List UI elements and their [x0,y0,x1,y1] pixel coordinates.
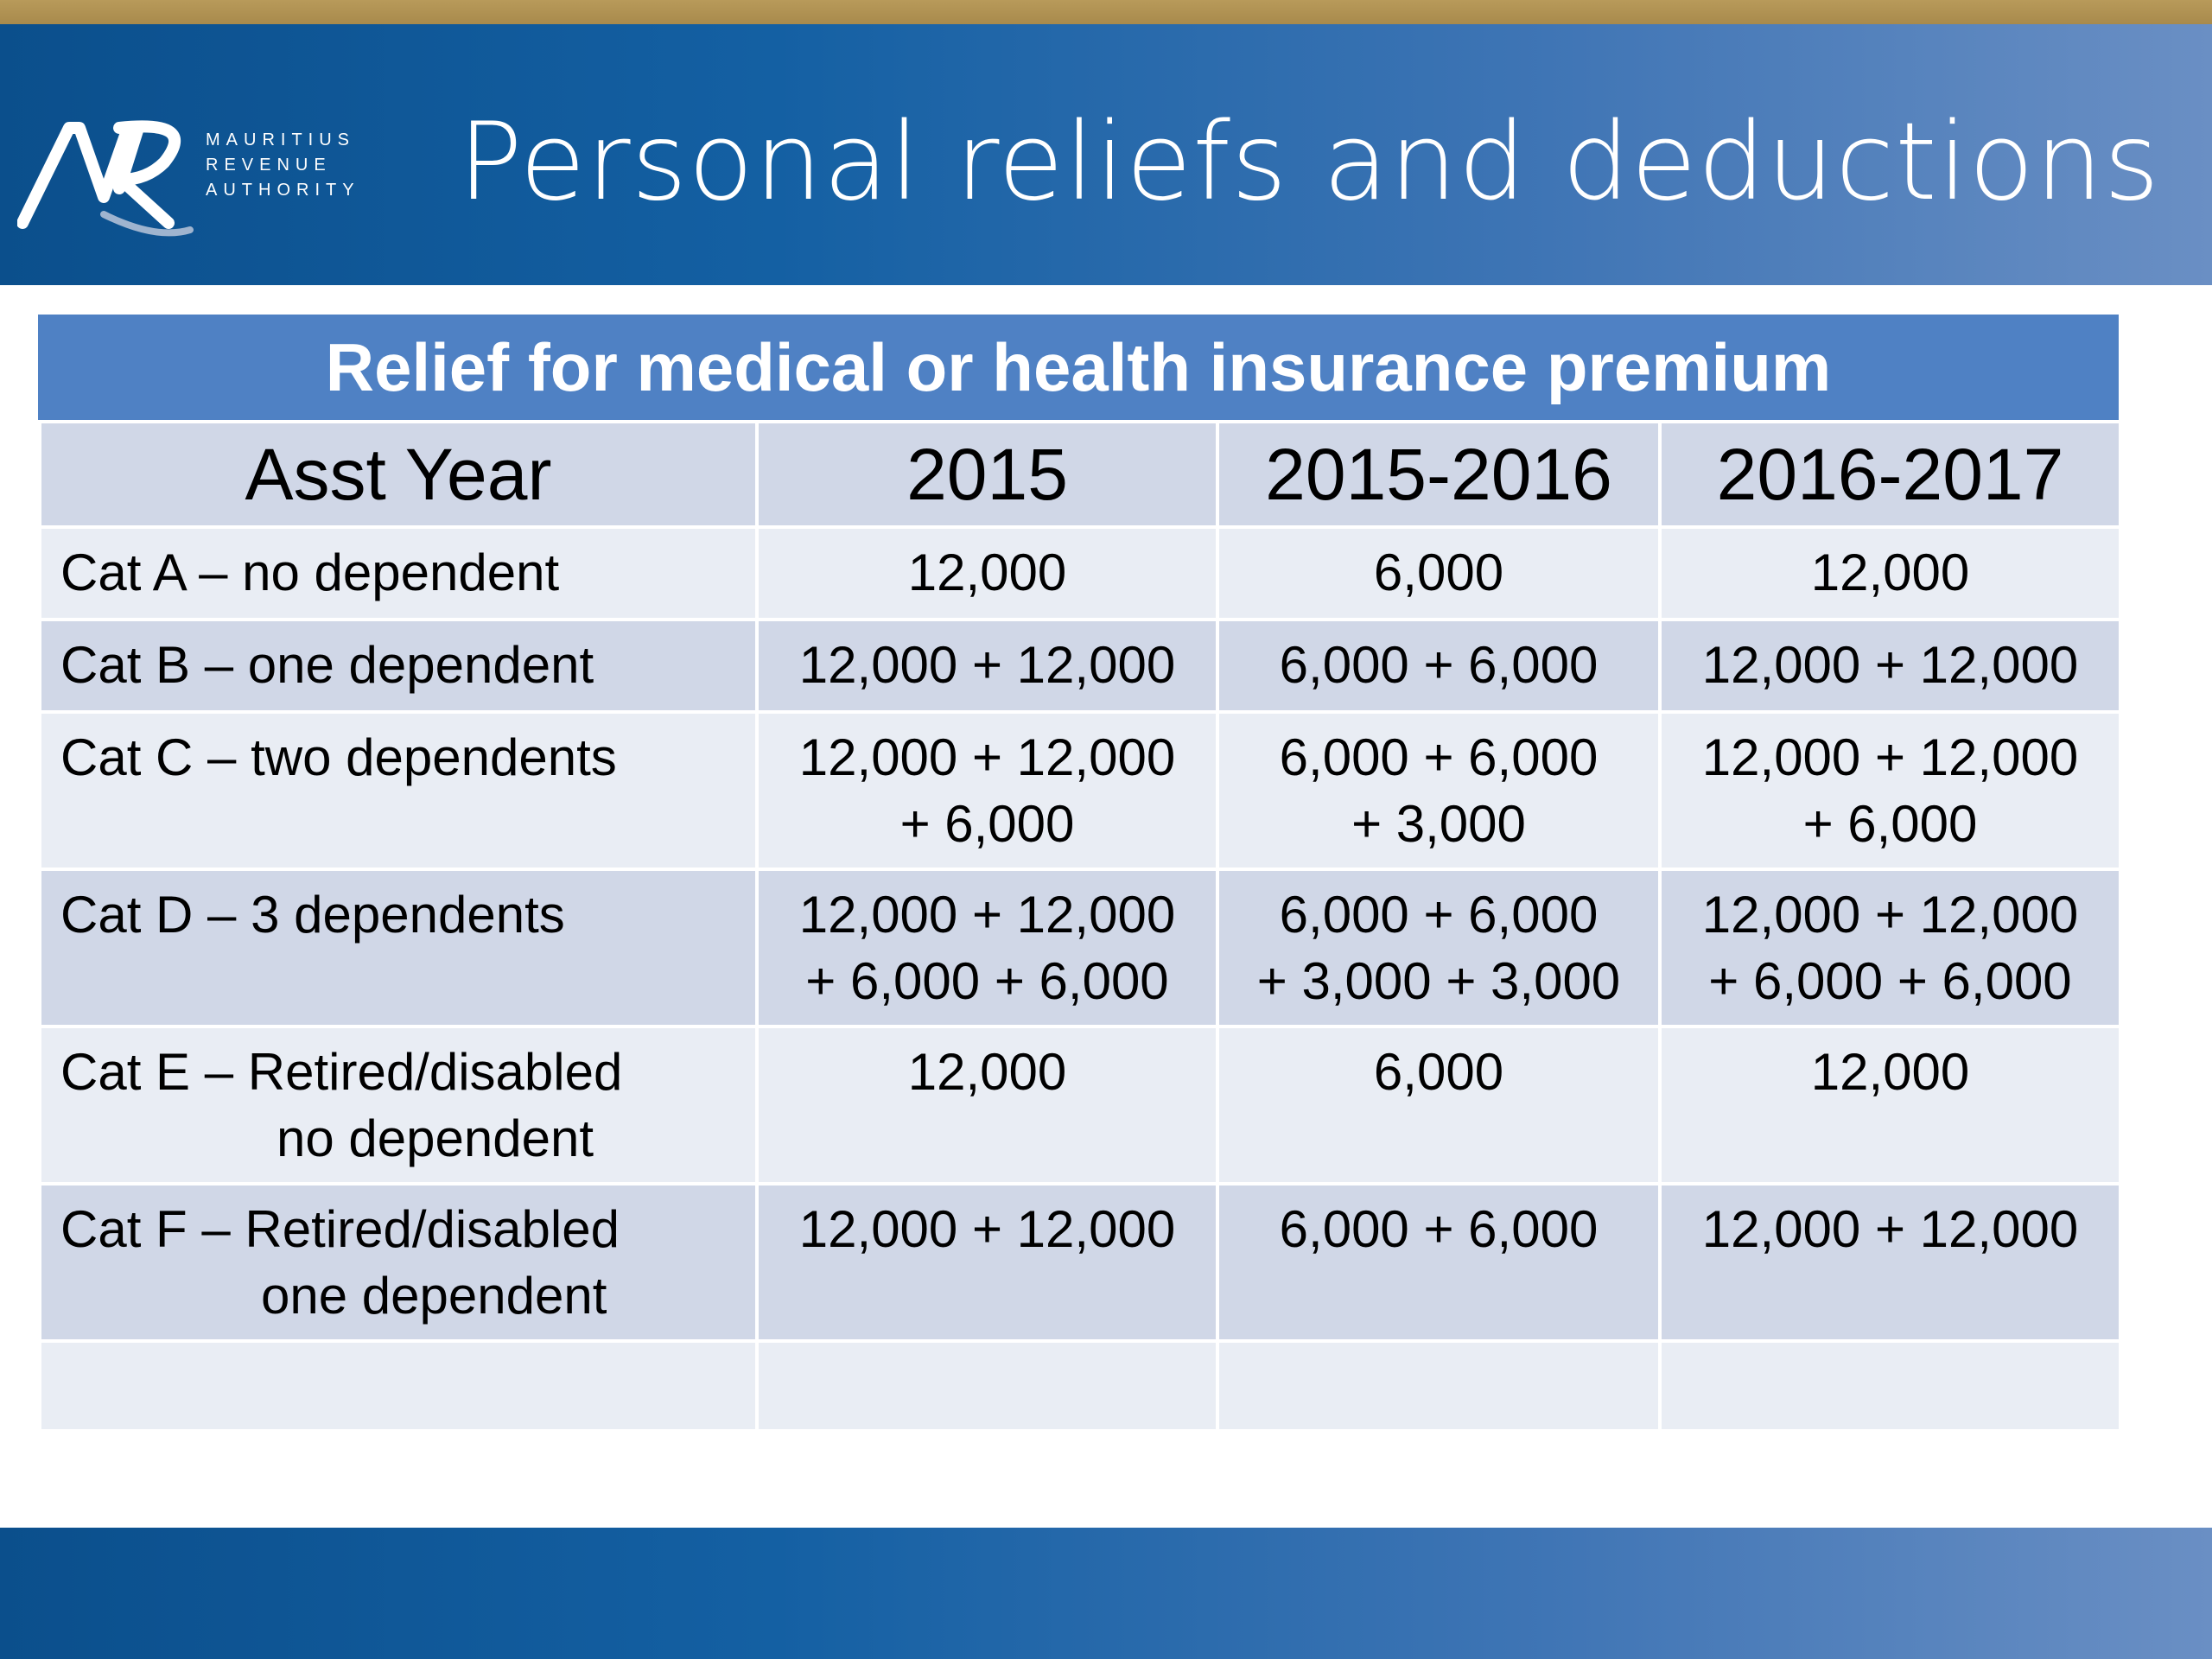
row-label-text: Cat F – Retired/disabled [60,1200,620,1258]
row-label-text: Cat C – two dependents [60,728,617,786]
slide-footer-bar [0,1528,2212,1659]
table-row-cat-b: Cat B – one dependent 12,000 + 12,000 6,… [38,618,2122,714]
cell-line: + 3,000 + 3,000 [1256,952,1621,1010]
table-cell: 12,000 + 12,000 + 6,000 + 6,000 [755,868,1219,1028]
cell-line: 12,000 + 12,000 [1701,728,2079,786]
row-label: Cat C – two dependents [38,710,759,871]
row-label: Cat D – 3 dependents [38,868,759,1028]
cell-line: 6,000 + 6,000 [1279,1200,1599,1258]
table-cell [755,1339,1219,1433]
row-label: Cat A – no dependent [38,525,759,621]
row-label [38,1339,759,1433]
table-cell: 12,000 + 12,000 [755,618,1219,714]
row-label-text: Cat A – no dependent [60,543,560,601]
table-cell: 12,000 [1658,1025,2122,1185]
cell-line: 6,000 + 6,000 [1279,886,1599,944]
cell-line: + 6,000 [1802,795,1978,853]
table-cell: 6,000 [1216,525,1662,621]
cell-line: 12,000 + 12,000 [798,886,1176,944]
cell-line: 6,000 + 6,000 [1279,728,1599,786]
table-cell: 12,000 + 12,000 + 6,000 + 6,000 [1658,868,2122,1028]
cell-line: 6,000 [1373,1043,1504,1101]
table-row-cat-d: Cat D – 3 dependents 12,000 + 12,000 + 6,… [38,868,2122,1028]
table-row-empty [38,1339,2122,1433]
column-header-2016-2017: 2016-2017 [1658,420,2122,529]
row-label: Cat B – one dependent [38,618,759,714]
table-row-cat-a: Cat A – no dependent 12,000 6,000 12,000 [38,525,2122,621]
cell-line: 12,000 [907,543,1067,601]
cell-line: 12,000 [1810,1043,1970,1101]
cell-line: + 3,000 [1351,795,1526,853]
logo-line-1: MAURITIUS [206,130,355,149]
table-cell: 12,000 + 12,000 + 6,000 [755,710,1219,871]
column-header-2015-2016: 2015-2016 [1216,420,1662,529]
cell-line: 12,000 + 12,000 [798,636,1176,694]
cell-line: + 6,000 + 6,000 [1708,952,2072,1010]
row-label-text: Cat E – Retired/disabled [60,1043,623,1101]
table-cell: 6,000 + 6,000 [1216,1182,1662,1343]
logo-wordmark: MAURITIUS REVENUE AUTHORITY [206,128,360,203]
table-row-cat-f: Cat F – Retired/disabled one dependent 12… [38,1182,2122,1343]
mra-logo: MAURITIUS REVENUE AUTHORITY [16,93,354,249]
cell-line: 12,000 [907,1043,1067,1101]
logo-line-2: REVENUE [206,156,332,175]
slide-header: MAURITIUS REVENUE AUTHORITY Personal rel… [0,24,2212,285]
table-cell: 6,000 + 6,000 + 3,000 + 3,000 [1216,868,1662,1028]
cell-line: 12,000 + 12,000 [798,1200,1176,1258]
row-label: Cat E – Retired/disabled no dependent [38,1025,759,1185]
table-cell: 12,000 [755,525,1219,621]
table-row-cat-c: Cat C – two dependents 12,000 + 12,000 + … [38,710,2122,871]
cell-line: 12,000 + 12,000 [798,728,1176,786]
row-label-text: one dependent [261,1267,607,1325]
cell-line: + 6,000 [899,795,1075,853]
table-cell: 6,000 [1216,1025,1662,1185]
column-header-2015: 2015 [755,420,1219,529]
table-cell: 12,000 + 12,000 [755,1182,1219,1343]
cell-line: 6,000 + 6,000 [1279,636,1599,694]
row-label-text: no dependent [276,1109,594,1167]
table-row-cat-e: Cat E – Retired/disabled no dependent 12,… [38,1025,2122,1185]
cell-line: 12,000 + 12,000 [1701,1200,2079,1258]
table-cell [1216,1339,1662,1433]
mra-logo-icon [16,120,194,237]
table-caption: Relief for medical or health insurance p… [38,315,2119,420]
row-label-text: Cat D – 3 dependents [60,886,565,944]
cell-line: 12,000 [1810,543,1970,601]
slide-title: Personal reliefs and deductions [458,100,2161,225]
relief-table: Asst Year 2015 2015-2016 2016-2017 Cat A… [38,420,2122,1433]
table-cell: 12,000 + 12,000 + 6,000 [1658,710,2122,871]
top-gold-bar [0,0,2212,24]
table-header-row: Asst Year 2015 2015-2016 2016-2017 [38,420,2122,529]
table-cell: 6,000 + 6,000 + 3,000 [1216,710,1662,871]
row-label: Cat F – Retired/disabled one dependent [38,1182,759,1343]
column-header-asst-year: Asst Year [38,420,759,529]
cell-line: + 6,000 + 6,000 [805,952,1169,1010]
cell-line: 12,000 + 12,000 [1701,636,2079,694]
table-cell: 12,000 + 12,000 [1658,618,2122,714]
table-cell: 12,000 [755,1025,1219,1185]
logo-line-3: AUTHORITY [206,181,360,200]
cell-line: 6,000 [1373,543,1504,601]
table-cell: 12,000 + 12,000 [1658,1182,2122,1343]
relief-table-container: Relief for medical or health insurance p… [38,315,2122,1433]
cell-line: 12,000 + 12,000 [1701,886,2079,944]
table-cell: 12,000 [1658,525,2122,621]
table-cell: 6,000 + 6,000 [1216,618,1662,714]
table-cell [1658,1339,2122,1433]
row-label-text: Cat B – one dependent [60,636,594,694]
